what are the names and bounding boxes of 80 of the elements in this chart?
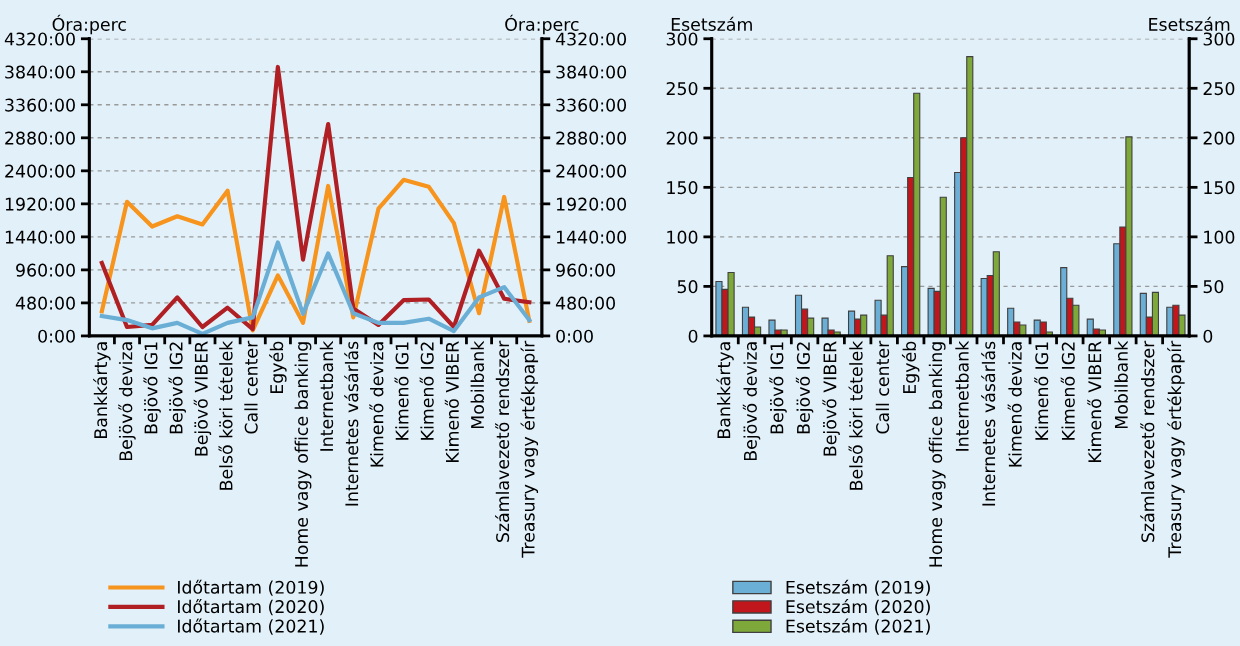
x-tick-label: Kimenő IG1 (1034, 342, 1049, 440)
x-tick-label: Internetbank (955, 340, 969, 451)
x-tick-label: Kimenő VIBER (444, 341, 459, 462)
y-tick-label: 1440:00 (5, 230, 75, 244)
y-tick-label: 100 (667, 230, 698, 244)
y2-tick-label: 250 (1203, 82, 1235, 96)
x-tick-label: Kimenő IG2 (419, 342, 434, 440)
y2-tick-label: 50 (1203, 280, 1224, 294)
y2-tick-label: 2880:00 (556, 131, 627, 145)
x-tick-label: Számlavezető rendszer (495, 340, 510, 542)
x-tick-label: Egyéb (269, 341, 287, 394)
y2-tick-label: 0:00 (556, 329, 593, 343)
x-tick-label: Bankkártya (716, 342, 734, 438)
y-axis-title: Esetszám (671, 16, 752, 31)
x-tick-label: Bejövő IG1 (143, 342, 161, 434)
x-tick-label: Mobilbank (470, 340, 485, 429)
y2-tick-label: 0 (1203, 329, 1213, 343)
y-tick-label: 50 (677, 280, 698, 294)
x-tick-label: Bejövő IG2 (795, 342, 814, 434)
legend-label: Időtartam (2021) (178, 618, 324, 635)
y-tick-label: 200 (666, 131, 698, 145)
y-tick-label: 0 (688, 329, 698, 343)
y2-tick-label: 960:00 (556, 263, 615, 277)
x-tick-label: Internetes vásárlás (344, 341, 359, 506)
y2-tick-label: 150 (1204, 181, 1235, 195)
x-tick-label: Bejövő IG2 (168, 342, 187, 434)
x-tick-label: Internetes vásárlás (981, 341, 996, 506)
y2-tick-label: 2400:00 (556, 164, 627, 178)
x-tick-label: Bankkártya (93, 342, 111, 438)
x-tick-label: Treasury vagy értékpapír (520, 340, 539, 558)
y2-axis-title: Esetszám (1149, 16, 1230, 31)
x-tick-label: Internetbank (319, 340, 334, 451)
legend-label: Esetszám (2020) (786, 599, 930, 616)
y-tick-label: 3360:00 (5, 98, 75, 112)
x-tick-label: Belső köri tételek (218, 340, 233, 490)
x-tick-label: Home vagy office banking (928, 342, 946, 567)
y2-tick-label: 300 (1203, 32, 1235, 46)
y2-tick-label: 100 (1204, 230, 1235, 244)
y-tick-label: 300 (666, 32, 698, 46)
legend-label: Időtartam (2020) (178, 599, 324, 616)
y-tick-label: 250 (666, 82, 698, 96)
x-tick-label: Mobilbank (1114, 340, 1128, 429)
x-tick-label: Call center (875, 340, 890, 434)
y2-tick-label: 3360:00 (556, 98, 627, 112)
y-tick-label: 480:00 (15, 296, 75, 310)
x-tick-label: Bejövő VIBER (193, 341, 212, 456)
bar (768, 319, 776, 336)
y2-tick-label: 200 (1203, 131, 1235, 145)
x-tick-label: Call center (244, 340, 258, 434)
x-tick-label: Home vagy office banking (294, 342, 312, 567)
y2-tick-label: 1920:00 (556, 197, 627, 211)
x-tick-label: Kimenő IG2 (1060, 342, 1075, 440)
y-tick-label: 3840:00 (5, 65, 75, 79)
x-tick-label: Bejövő VIBER (822, 341, 840, 456)
y-tick-label: 0:00 (38, 329, 75, 343)
y2-tick-label: 3840:00 (556, 65, 627, 79)
y-tick-label: 960:00 (16, 263, 75, 277)
line-series (99, 177, 532, 333)
x-tick-label: Kimenő IG1 (394, 342, 409, 440)
legend-label: Esetszám (2021) (786, 618, 930, 635)
line-series (99, 240, 532, 336)
y-tick-label: 150 (667, 181, 698, 195)
y-tick-label: 2880:00 (5, 131, 75, 145)
x-tick-label: Bejövő IG1 (769, 342, 787, 434)
x-tick-label: Kimenő deviza (369, 342, 384, 467)
x-tick-label: Kimenő VIBER (1087, 341, 1102, 462)
y2-tick-label: 480:00 (555, 296, 615, 310)
x-tick-label: Egyéb (901, 341, 920, 394)
y-tick-label: 2400:00 (5, 164, 75, 178)
legend-label: Időtartam (2019) (178, 579, 324, 596)
y-tick-label: 1920:00 (5, 197, 75, 211)
y2-tick-label: 1440:00 (556, 230, 627, 244)
line-series (99, 64, 532, 332)
x-tick-label: Bejövő deviza (742, 342, 761, 461)
x-tick-label: Belső köri tételek (848, 340, 863, 490)
legend-label: Esetszám (2019) (786, 579, 930, 596)
x-tick-label: Kimenő deviza (1007, 342, 1022, 467)
x-tick-label: Számlavezető rendszer (1140, 340, 1155, 542)
x-tick-label: Treasury vagy értékpapír (1167, 340, 1185, 558)
x-tick-label: Bejövő deviza (118, 342, 136, 461)
